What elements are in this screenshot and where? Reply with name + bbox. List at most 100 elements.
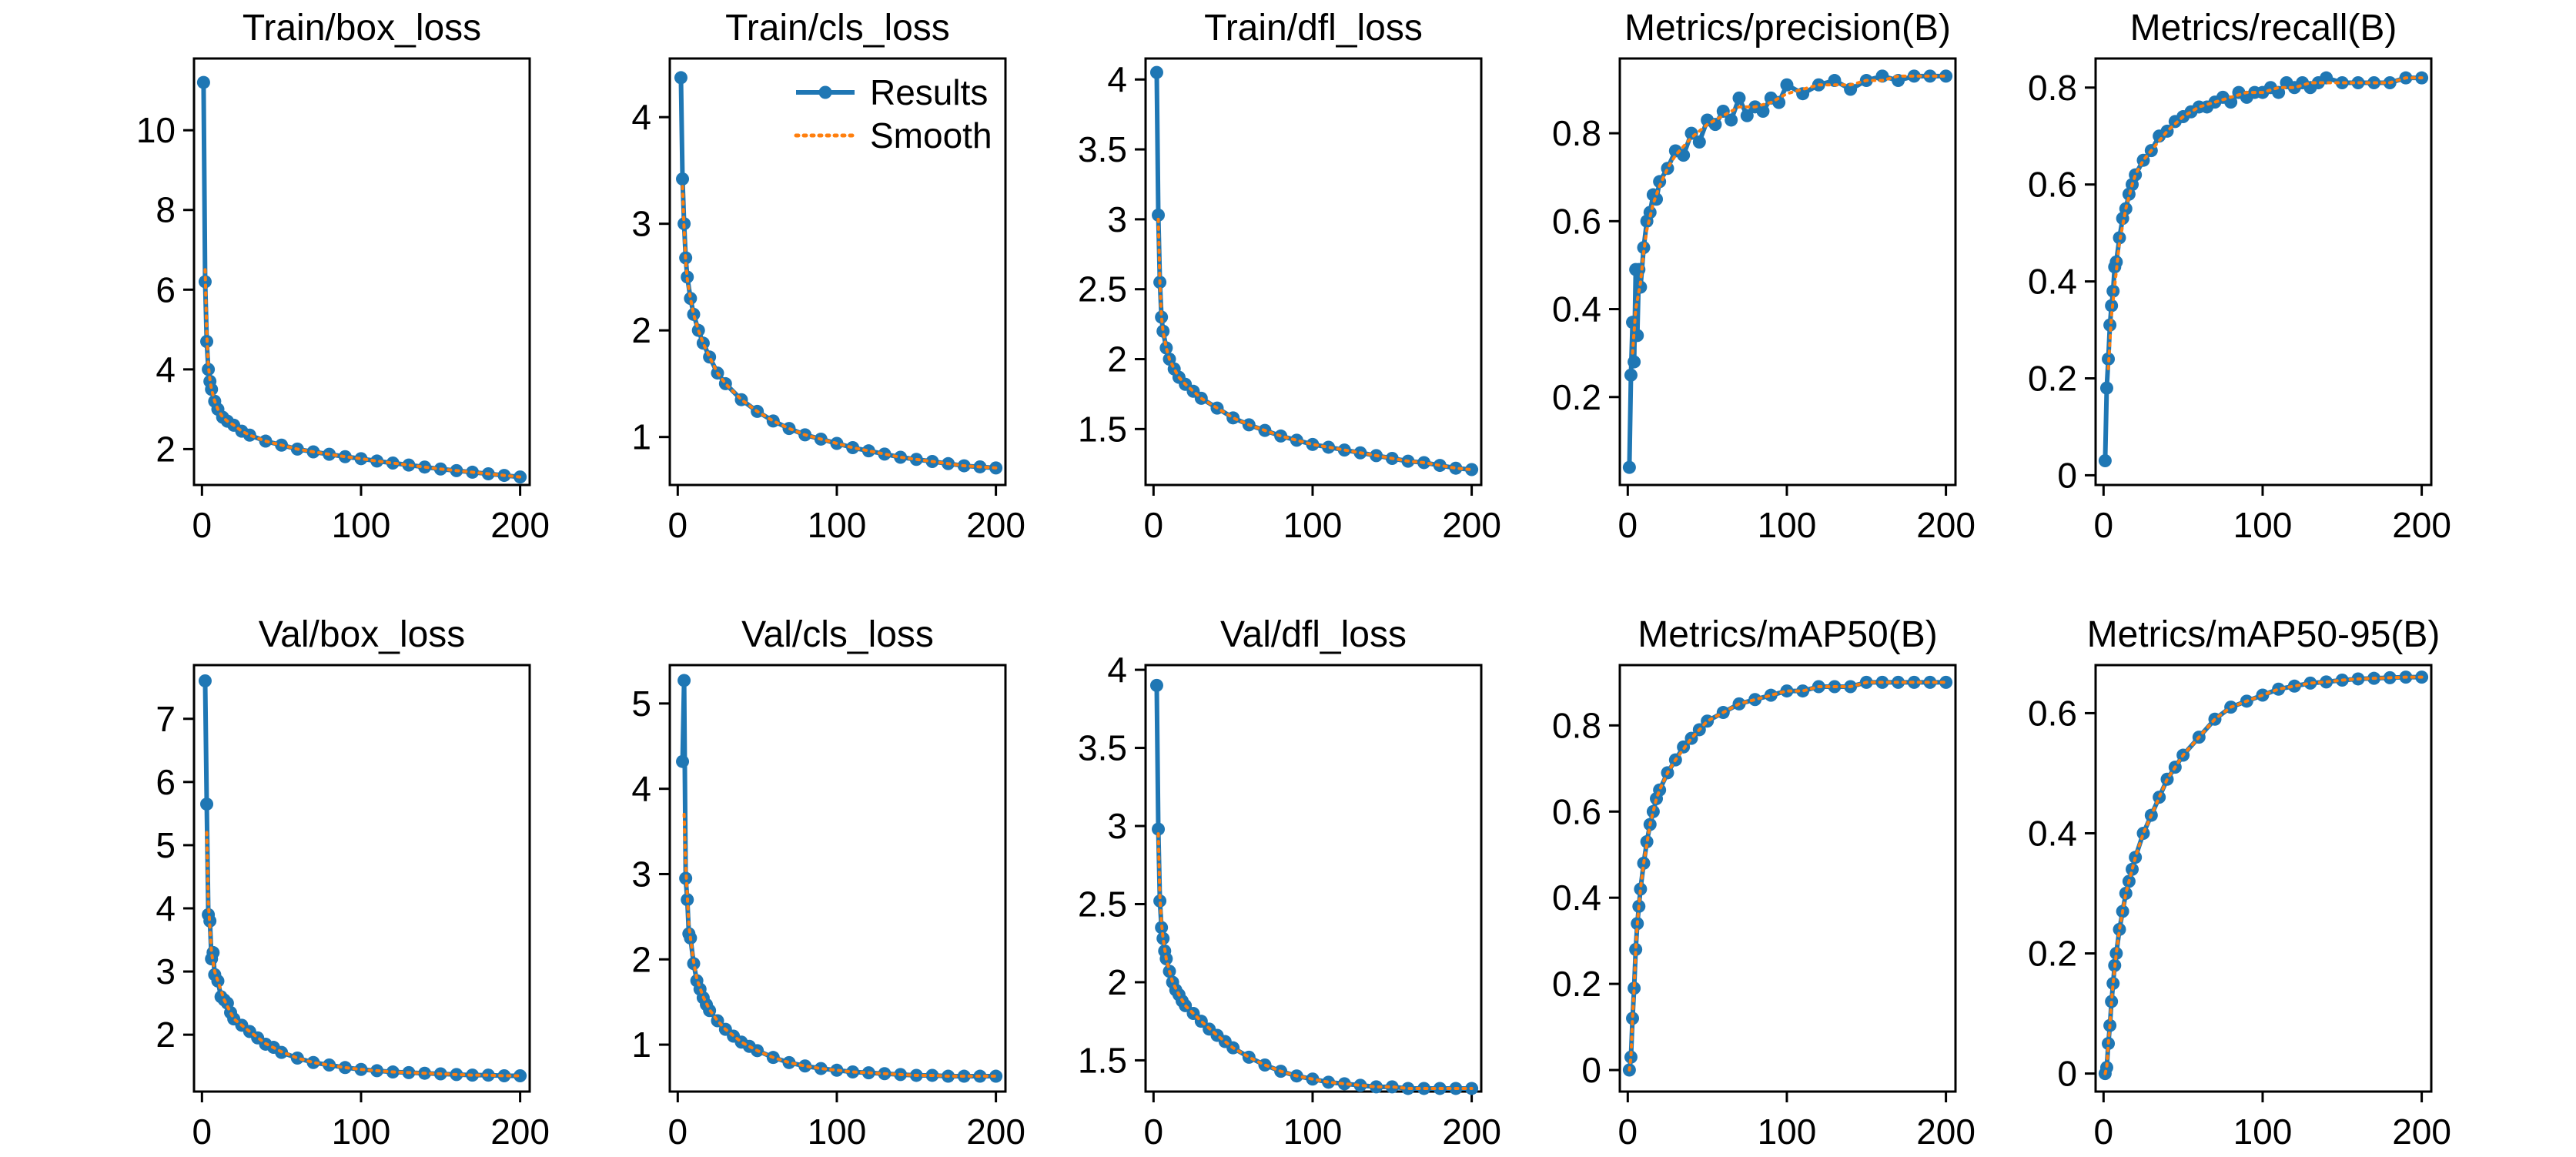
results-point — [846, 441, 860, 455]
x-tick-label: 100 — [1283, 1112, 1343, 1152]
results-point — [1923, 675, 1937, 689]
y-tick-label: 2 — [156, 429, 176, 469]
y-tick-label: 0.4 — [1552, 878, 1601, 918]
y-tick-label: 2 — [1107, 962, 1127, 1002]
y-tick-label: 3.5 — [1078, 129, 1127, 169]
smooth-line — [681, 185, 998, 470]
plot-frame — [1618, 664, 1957, 1093]
results-point — [1149, 678, 1163, 692]
panel-title: Train/box_loss — [243, 8, 481, 48]
panel-title: Train/dfl_loss — [1204, 8, 1423, 48]
y-tick-label: 10 — [136, 110, 176, 150]
results-point — [1622, 460, 1636, 474]
y-tick-label: 2 — [1107, 339, 1127, 380]
results-line — [202, 680, 520, 1078]
results-point — [684, 292, 698, 306]
results-point — [205, 383, 219, 396]
results-point — [814, 1062, 828, 1075]
x-tick-label: 100 — [332, 1112, 391, 1152]
panel-title: Metrics/recall(B) — [2130, 8, 2397, 48]
y-tick-label: 0 — [2057, 455, 2077, 495]
results-line — [1154, 72, 1472, 473]
results-point — [1156, 931, 1170, 945]
results-point — [2287, 679, 2301, 693]
x-tick-label: 100 — [808, 505, 867, 545]
x-tick-label: 200 — [966, 1112, 1025, 1152]
results-point — [1939, 69, 1953, 83]
results-point — [1764, 688, 1778, 702]
y-tick-label: 3 — [631, 854, 651, 894]
results-point — [497, 1068, 511, 1082]
y-tick-label: 4 — [631, 97, 651, 137]
results-point — [2119, 887, 2133, 901]
y-tick-label: 4 — [631, 769, 651, 809]
x-tick-label: 200 — [1442, 1112, 1501, 1152]
panel-5: Metrics/recall(B) 0 0.2 0.4 0.6 0.8 0 100 200 — [2028, 8, 2451, 545]
x-tick-label: 100 — [1283, 505, 1343, 545]
results-point — [1306, 437, 1320, 451]
results-point — [514, 1068, 527, 1082]
results-point — [198, 275, 212, 289]
y-tick-label: 6 — [156, 762, 176, 802]
y-tick-label: 0.6 — [1552, 791, 1601, 831]
panel-8: Val/dfl_loss 1.5 2 2.5 3 3.5 4 0 100 200 — [1078, 614, 1501, 1152]
results-point — [687, 307, 701, 321]
x-tick-label: 0 — [2094, 1112, 2114, 1152]
results-point — [1153, 894, 1167, 908]
results-point — [674, 71, 687, 85]
x-tick-label: 200 — [2392, 505, 2451, 545]
results-point — [676, 754, 690, 768]
y-tick-label: 0.2 — [1552, 964, 1601, 1004]
results-point — [200, 798, 214, 811]
results-point — [1661, 162, 1674, 176]
y-tick-label: 0.8 — [2028, 68, 2077, 108]
results-point — [2224, 95, 2238, 109]
results-point — [2106, 977, 2120, 991]
legend-smooth-label: Smooth — [870, 115, 992, 155]
results-point — [1740, 109, 1754, 122]
results-point — [1780, 684, 1794, 698]
results-point — [1653, 783, 1667, 797]
x-tick-label: 0 — [1144, 1112, 1164, 1152]
results-point — [1465, 463, 1479, 477]
results-point — [1692, 135, 1706, 149]
y-tick-label: 0.4 — [1552, 289, 1601, 329]
panel-7: Val/cls_loss 1 2 3 4 5 0 100 200 — [631, 614, 1025, 1152]
results-point — [798, 1059, 812, 1073]
results-point — [1732, 91, 1746, 105]
panel-title: Train/cls_loss — [725, 8, 950, 48]
results-line — [2103, 674, 2422, 1075]
panel-title: Val/cls_loss — [741, 614, 934, 655]
results-point — [681, 270, 694, 284]
y-tick-label: 1.5 — [1078, 1040, 1127, 1080]
y-tick-label: 4 — [1107, 650, 1127, 690]
x-tick-label: 200 — [490, 1112, 550, 1152]
x-tick-label: 0 — [192, 1112, 212, 1152]
results-point — [323, 1058, 336, 1072]
x-tick-label: 100 — [1758, 1112, 1817, 1152]
panel-4: Metrics/precision(B) 0.2 0.4 0.6 0.8 0 100 200 — [1552, 8, 1975, 545]
smooth-line — [1631, 74, 1948, 355]
results-point — [1370, 1080, 1383, 1094]
y-tick-label: 0.2 — [1552, 377, 1601, 417]
smooth-line — [205, 831, 522, 1078]
results-point — [2272, 682, 2286, 696]
y-tick-label: 3 — [1107, 806, 1127, 846]
panel-10: Metrics/mAP50-95(B) 0 0.2 0.4 0.6 0 100 200 — [2028, 614, 2451, 1152]
y-tick-label: 0.6 — [2028, 165, 2077, 205]
y-tick-label: 3 — [1107, 199, 1127, 239]
results-point — [1637, 241, 1651, 255]
x-tick-label: 100 — [2233, 505, 2293, 545]
results-point — [2109, 947, 2123, 961]
x-tick-label: 200 — [1916, 505, 1975, 545]
y-tick-label: 8 — [156, 190, 176, 230]
y-tick-label: 5 — [156, 825, 176, 865]
results-line — [680, 677, 996, 1079]
results-point — [676, 172, 690, 186]
results-point — [1626, 316, 1640, 329]
results-point — [1155, 310, 1169, 324]
results-point — [766, 414, 780, 428]
results-point — [306, 1055, 320, 1069]
